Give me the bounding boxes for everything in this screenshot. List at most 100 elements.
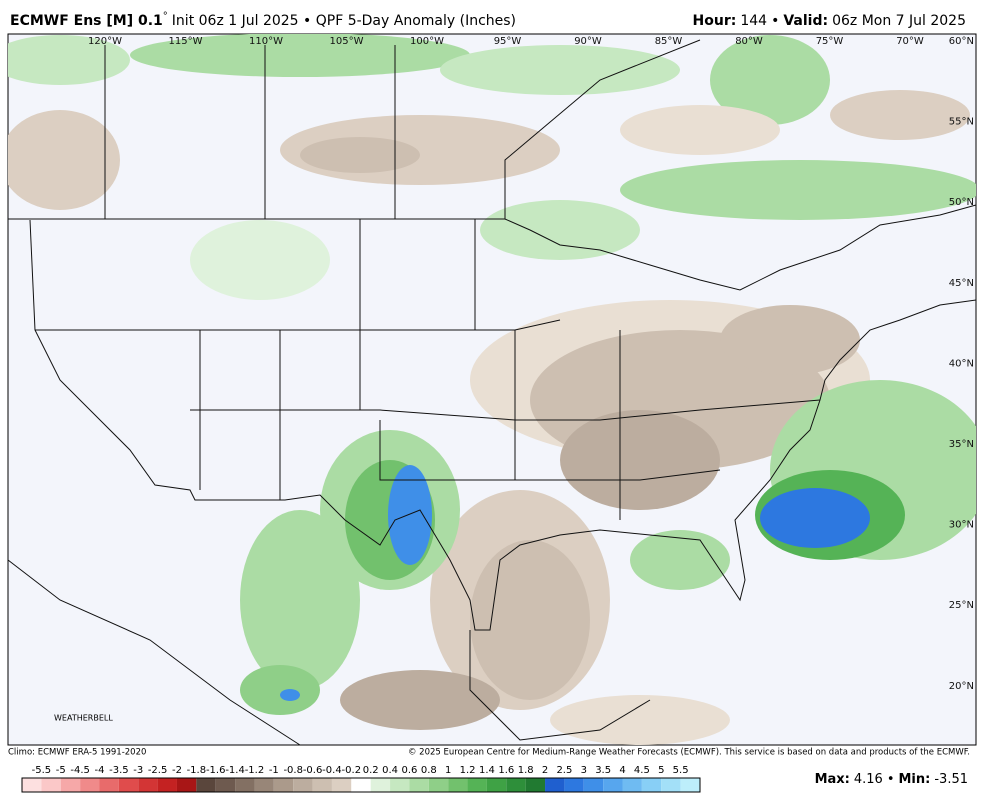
colorbar-label: -1.2 xyxy=(245,765,265,776)
latitude-label: 55°N xyxy=(949,117,974,128)
separator: • xyxy=(771,13,779,29)
latitude-label: 50°N xyxy=(949,197,974,208)
colorbar-label: 5 xyxy=(658,765,664,776)
max-label: Max: xyxy=(815,772,850,787)
colorbar-swatch xyxy=(138,778,158,792)
min-value: -3.51 xyxy=(934,772,968,787)
degree: ° xyxy=(163,11,168,22)
colorbar-swatch xyxy=(196,778,216,792)
colorbar-label: 0.2 xyxy=(363,765,379,776)
colorbar-swatch xyxy=(118,778,139,792)
colorbar-label: 2.5 xyxy=(556,765,572,776)
colorbar-label: 2 xyxy=(542,765,548,776)
latitude-label: 35°N xyxy=(949,439,974,450)
longitude-label: 110°W xyxy=(249,36,283,47)
longitude-label: 90°W xyxy=(574,36,602,47)
latitude-label: 20°N xyxy=(949,681,974,692)
max-min: Max: 4.16 • Min: -3.51 xyxy=(815,772,968,787)
hour-label: Hour: xyxy=(693,13,737,29)
valid-label: Valid: xyxy=(783,13,828,29)
latitude-label: 30°N xyxy=(949,520,974,531)
colorbar-swatch xyxy=(525,778,546,792)
colorbar-swatch xyxy=(545,778,565,792)
colorbar-label: 0.6 xyxy=(401,765,417,776)
colorbar-swatch xyxy=(583,778,604,792)
longitude-label: 115°W xyxy=(169,36,203,47)
header-right: Hour: 144 • Valid: 06z Mon 7 Jul 2025 xyxy=(693,13,966,29)
model-name: ECMWF Ens [M] 0.1 xyxy=(10,13,163,29)
colorbar-swatch xyxy=(603,778,623,792)
colorbar-swatch xyxy=(506,778,526,792)
colorbar-swatch xyxy=(390,778,410,792)
colorbar-label: 1.8 xyxy=(518,765,534,776)
colorbar-swatch xyxy=(564,778,584,792)
colorbar-label: 0.8 xyxy=(421,765,437,776)
longitude-label: 95°W xyxy=(494,36,522,47)
colorbar-label: 1 xyxy=(445,765,451,776)
colorbar-label: -3 xyxy=(133,765,143,776)
longitude-label: 100°W xyxy=(410,36,444,47)
colorbar-label: -0.8 xyxy=(283,765,303,776)
colorbar-label: -0.2 xyxy=(342,765,362,776)
colorbar-swatch xyxy=(22,778,42,792)
anomaly-field xyxy=(8,34,976,745)
colorbar-swatch xyxy=(641,778,662,792)
longitude-label: 85°W xyxy=(655,36,683,47)
colorbar-label: 4.5 xyxy=(634,765,650,776)
colorbar-swatch xyxy=(157,778,177,792)
valid-value: 06z Mon 7 Jul 2025 xyxy=(832,13,966,29)
map: WEATHERBELL xyxy=(7,33,977,746)
colorbar-swatch xyxy=(622,778,642,792)
colorbar-label: -0.4 xyxy=(322,765,342,776)
latitude-label: 60°N xyxy=(949,36,974,47)
colorbar-frame xyxy=(21,777,701,793)
colorbar-swatch xyxy=(428,778,449,792)
colorbar-label: 4 xyxy=(619,765,625,776)
longitude-label: 120°W xyxy=(88,36,122,47)
longitude-label: 80°W xyxy=(735,36,763,47)
colorbar-swatch xyxy=(661,778,681,792)
longitude-label: 70°W xyxy=(896,36,924,47)
header-left: ECMWF Ens [M] 0.1° Init 06z 1 Jul 2025 • … xyxy=(10,11,516,29)
colorbar-label: 1.2 xyxy=(460,765,476,776)
colorbar-label: -2.5 xyxy=(148,765,168,776)
colorbar-label: -0.6 xyxy=(303,765,323,776)
colorbar-label: -4.5 xyxy=(70,765,90,776)
colorbar-label: 1.6 xyxy=(498,765,514,776)
colorbar-label: -2 xyxy=(172,765,182,776)
colorbar-label: -1.4 xyxy=(225,765,245,776)
colorbar-swatch xyxy=(273,778,294,792)
colorbar-label: -1 xyxy=(269,765,279,776)
colorbar-swatch xyxy=(254,778,274,792)
colorbar-label: -1.8 xyxy=(187,765,207,776)
longitude-label: 75°W xyxy=(816,36,844,47)
colorbar-label: -4 xyxy=(94,765,104,776)
colorbar-swatch xyxy=(486,778,507,792)
colorbar-swatch xyxy=(680,778,700,792)
latitude-label: 40°N xyxy=(949,358,974,369)
min-label: Min: xyxy=(899,772,931,787)
boundaries xyxy=(7,39,977,746)
colorbar-swatch xyxy=(331,778,352,792)
colorbar-label: -5 xyxy=(56,765,66,776)
colorbar-swatch xyxy=(409,778,429,792)
latitude-label: 45°N xyxy=(949,278,974,289)
latitude-label: 25°N xyxy=(949,600,974,611)
colorbar-swatch xyxy=(215,778,236,792)
colorbar-swatch xyxy=(448,778,468,792)
colorbar-label: -3.5 xyxy=(109,765,129,776)
colorbar: -5.5 -5 -4.5 -4 -3.5 -3 -2.5 -2 -1.8 -1.6 -1.4 -1.2… xyxy=(21,765,701,793)
colorbar-label: 1.4 xyxy=(479,765,495,776)
colorbar-label: 0.4 xyxy=(382,765,398,776)
colorbar-swatch xyxy=(312,778,332,792)
colorbar-swatch xyxy=(235,778,255,792)
axes: 120°W 115°W 110°W 105°W 100°W 95°W 90°W 85°W 80°… xyxy=(88,36,974,692)
colorbar-label: -1.6 xyxy=(206,765,226,776)
colorbar-swatch xyxy=(80,778,100,792)
longitude-label: 105°W xyxy=(330,36,364,47)
colorbar-label: 5.5 xyxy=(673,765,689,776)
colorbar-swatch xyxy=(351,778,371,792)
hour-value: 144 xyxy=(740,13,767,29)
colorbar-swatch xyxy=(176,778,197,792)
